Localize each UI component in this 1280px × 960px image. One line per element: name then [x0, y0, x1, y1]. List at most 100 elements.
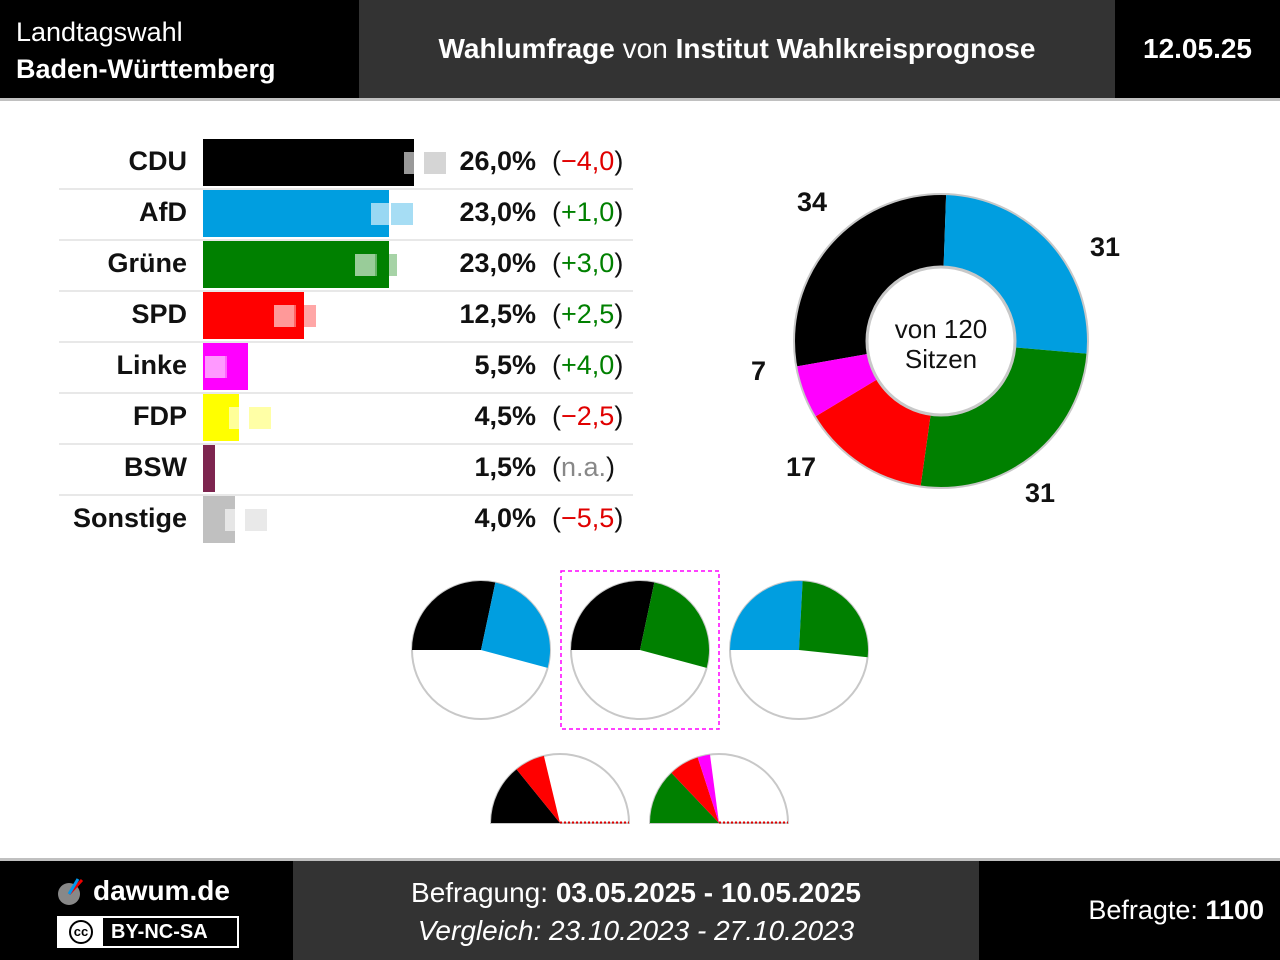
election-type: Landtagswahl — [16, 17, 183, 47]
party-row: BSW 1,5% (n.a.) — [0, 444, 640, 496]
poll-date: 12.05.25 — [1115, 0, 1280, 98]
poll-title-connector: von — [614, 33, 676, 64]
previous-result-marker-shade — [391, 203, 414, 225]
site-link[interactable]: dawum.de — [93, 875, 230, 906]
result-value: 26,0% — [459, 146, 536, 176]
seat-count-label: 31 — [1025, 478, 1056, 508]
party-row: CDU 26,0% (−4,0) — [0, 138, 640, 190]
donut-outline — [793, 193, 1089, 489]
seat-count-label: 7 — [751, 356, 767, 386]
party-row: Linke 5,5% (+4,0) — [0, 342, 640, 394]
coalition-slice — [799, 581, 868, 658]
result-bar — [203, 445, 216, 492]
previous-result-marker-shade — [225, 356, 248, 378]
party-row: SPD 12,5% (+2,5) — [0, 291, 640, 343]
row-separator — [59, 290, 633, 292]
license-text: BY-NC-SA — [111, 921, 208, 943]
change-value: (+2,5) — [552, 299, 624, 329]
result-value: 23,0% — [459, 248, 536, 278]
previous-result-marker — [355, 254, 377, 276]
party-row: Sonstige 4,0% (−5,5) — [0, 495, 640, 546]
coalition-slice — [697, 754, 719, 823]
footer-divider — [0, 858, 1280, 861]
coalition-slice — [671, 757, 719, 823]
seat-count-label: 31 — [1090, 232, 1121, 262]
coalition-slice — [481, 582, 550, 668]
election-region: Baden-Württemberg — [16, 54, 276, 84]
previous-result-marker — [225, 509, 248, 531]
change-value: (+3,0) — [552, 248, 624, 278]
result-value: 4,0% — [474, 503, 536, 533]
party-row: FDP 4,5% (−2,5) — [0, 393, 640, 445]
result-value: 5,5% — [474, 350, 536, 380]
previous-result-marker — [371, 203, 394, 225]
result-value: 12,5% — [459, 299, 536, 329]
coalition-slice — [571, 581, 655, 650]
party-name: Linke — [116, 350, 187, 380]
coalition-slice — [516, 755, 560, 823]
coalition-slice — [412, 581, 496, 650]
previous-result-marker — [274, 305, 296, 327]
survey-period: Befragung: 03.05.2025 - 10.05.2025 — [411, 877, 861, 908]
donut-center — [865, 265, 1017, 417]
previous-result-marker-shade — [375, 254, 397, 276]
row-separator — [59, 188, 633, 190]
seat-slice — [796, 353, 878, 417]
respondents-count: 1100 — [1205, 895, 1264, 925]
previous-result-marker — [229, 407, 252, 429]
majority-highlight-frame — [560, 570, 720, 730]
compare-period: Vergleich: 23.10.2023 - 27.10.2023 — [417, 915, 855, 946]
row-separator — [59, 443, 633, 445]
result-value: 1,5% — [474, 452, 536, 482]
seat-count-label: 17 — [786, 452, 817, 482]
change-value: (−4,0) — [552, 146, 624, 176]
election-title: Landtagswahl Baden-Württemberg — [0, 0, 359, 98]
institute-name: Institut Wahlkreisprognose — [675, 33, 1036, 64]
result-bar — [203, 190, 390, 237]
coalition-slice — [491, 769, 560, 823]
cc-icon: cc — [69, 920, 93, 944]
party-row: AfD 23,0% (+1,0) — [0, 189, 640, 241]
party-row: Grüne 23,0% (+3,0) — [0, 240, 640, 292]
respondents-info: Befragte: 1100 — [979, 861, 1280, 960]
party-name: Grüne — [107, 248, 187, 278]
poll-title-bold: Wahlumfrage — [438, 33, 615, 64]
change-value: (−2,5) — [552, 401, 624, 431]
result-value: 4,5% — [474, 401, 536, 431]
result-value: 23,0% — [459, 197, 536, 227]
party-name: FDP — [133, 401, 187, 431]
change-value: (+1,0) — [552, 197, 624, 227]
previous-result-marker-shade — [423, 152, 446, 174]
license-badge[interactable]: cc BY-NC-SA — [57, 916, 239, 948]
header: Landtagswahl Baden-Württemberg Wahlumfra… — [0, 0, 1280, 98]
seat-slice — [943, 194, 1088, 354]
coalition-slice — [730, 580, 803, 650]
row-separator — [59, 239, 633, 241]
previous-result-marker — [205, 356, 228, 378]
party-name: BSW — [124, 452, 187, 482]
coalition-charts — [411, 570, 869, 824]
result-bar — [203, 139, 414, 186]
party-name: SPD — [131, 299, 187, 329]
donut-center-label: von 120 Sitzen — [871, 314, 1011, 374]
coalition-slice — [650, 772, 719, 823]
party-name: CDU — [128, 146, 188, 176]
coalition-slice — [640, 582, 709, 668]
seat-count-label: 34 — [797, 187, 828, 217]
row-separator — [59, 494, 633, 496]
seat-slice — [794, 194, 947, 367]
party-name: AfD — [139, 197, 187, 227]
center-line1: von 120 — [894, 314, 988, 344]
party-name: Sonstige — [72, 503, 187, 533]
change-value: (n.a.) — [552, 452, 616, 482]
row-separator — [59, 341, 633, 343]
row-separator — [59, 392, 633, 394]
survey-info: Befragung: 03.05.2025 - 10.05.2025 Vergl… — [293, 861, 979, 960]
previous-result-marker — [403, 152, 426, 174]
previous-result-marker-shade — [245, 509, 268, 531]
survey-range: 03.05.2025 - 10.05.2025 — [555, 877, 861, 908]
center-line2: Sitzen — [904, 344, 978, 374]
previous-result-marker-shade — [249, 407, 272, 429]
footer-branding: dawum.de cc BY-NC-SA — [0, 861, 293, 960]
poll-title: Wahlumfrage von Institut Wahlkreisprogno… — [359, 0, 1115, 98]
